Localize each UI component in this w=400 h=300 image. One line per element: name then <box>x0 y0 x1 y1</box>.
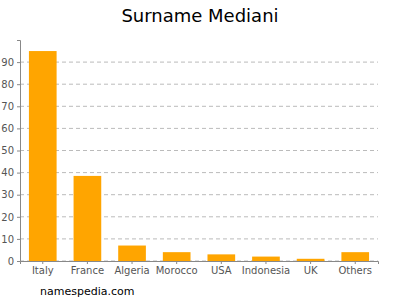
y-tick-mark <box>17 195 20 196</box>
x-tick: Indonesia <box>242 261 290 276</box>
x-tick-mark <box>221 261 222 264</box>
y-tick-label: 60 <box>1 123 14 134</box>
grid-line <box>20 128 378 129</box>
x-tick: USA <box>211 261 232 276</box>
y-tick-label: 70 <box>1 101 14 112</box>
x-tick-label: UK <box>304 265 318 276</box>
bar <box>297 259 325 261</box>
x-tick-mark <box>87 261 88 264</box>
y-tick: 80 <box>1 79 20 90</box>
x-tick: Algeria <box>114 261 149 276</box>
y-tick-label: 0 <box>8 256 14 267</box>
bar <box>74 176 102 261</box>
x-tick-mark <box>132 261 133 264</box>
title: Surname Mediani <box>121 5 278 26</box>
grid-line <box>20 62 378 63</box>
y-tick-label: 90 <box>1 57 14 68</box>
x-tick-label: Indonesia <box>242 265 290 276</box>
x-axis: Italy France Algeria Morocco USA Indonesia UK O… <box>21 261 379 276</box>
grid-line <box>20 172 378 173</box>
x-tick-mark <box>355 261 356 264</box>
x-tick: Italy <box>32 261 54 276</box>
x-tick-label: France <box>71 265 104 276</box>
y-tick: 90 <box>1 57 20 68</box>
x-tick-mark <box>176 261 177 264</box>
bar <box>118 246 146 261</box>
y-tick-mark <box>17 239 20 240</box>
x-tick-mark <box>310 261 311 264</box>
bar <box>341 252 369 261</box>
y-tick-label: 20 <box>1 212 14 223</box>
y-tick-mark <box>17 128 20 129</box>
grid-line <box>20 106 378 107</box>
x-tick: UK <box>304 261 318 276</box>
x-tick-label: Others <box>338 265 372 276</box>
y-axis-line <box>17 41 21 262</box>
y-tick: 20 <box>1 212 20 223</box>
y-tick-label: 80 <box>1 79 14 90</box>
y-tick-mark <box>17 84 20 85</box>
y-tick: 50 <box>1 145 20 156</box>
x-tick-label: Algeria <box>114 265 149 276</box>
bar <box>29 51 57 261</box>
grid-line <box>20 150 378 151</box>
grid <box>20 62 378 261</box>
x-tick-label: Italy <box>32 265 54 276</box>
chart: Surname Mediani 0 10 20 30 40 50 60 70 80 90 Italy F… <box>0 0 400 300</box>
y-tick-mark <box>17 261 20 262</box>
y-axis: 0 10 20 30 40 50 60 70 80 90 <box>1 41 20 267</box>
y-tick-mark <box>17 62 20 63</box>
y-tick-label: 50 <box>1 145 14 156</box>
y-tick: 60 <box>1 123 20 134</box>
y-tick: 0 <box>8 256 20 267</box>
bar <box>163 252 191 261</box>
x-axis-line <box>21 262 379 265</box>
y-tick: 30 <box>1 189 20 200</box>
y-tick-label: 30 <box>1 189 14 200</box>
y-tick: 10 <box>1 234 20 245</box>
y-tick: 70 <box>1 101 20 112</box>
y-tick: 40 <box>1 167 20 178</box>
y-tick-label: 40 <box>1 167 14 178</box>
y-tick-mark <box>17 106 20 107</box>
x-tick-label: Morocco <box>156 265 198 276</box>
source: namespedia.com <box>40 285 134 298</box>
x-tick: Morocco <box>156 261 198 276</box>
x-tick-mark <box>42 261 43 264</box>
bar <box>252 257 280 261</box>
grid-line <box>20 84 378 85</box>
y-tick-mark <box>17 217 20 218</box>
bars <box>29 51 369 261</box>
x-tick-label: USA <box>211 265 232 276</box>
x-tick: France <box>71 261 104 276</box>
plot: 0 10 20 30 40 50 60 70 80 90 Italy France Algeria Mor… <box>1 41 378 277</box>
bar <box>207 254 235 261</box>
y-tick-label: 10 <box>1 234 14 245</box>
y-tick-mark <box>17 151 20 152</box>
y-tick-mark <box>17 173 20 174</box>
x-tick-mark <box>265 261 266 264</box>
x-tick: Others <box>338 261 372 276</box>
